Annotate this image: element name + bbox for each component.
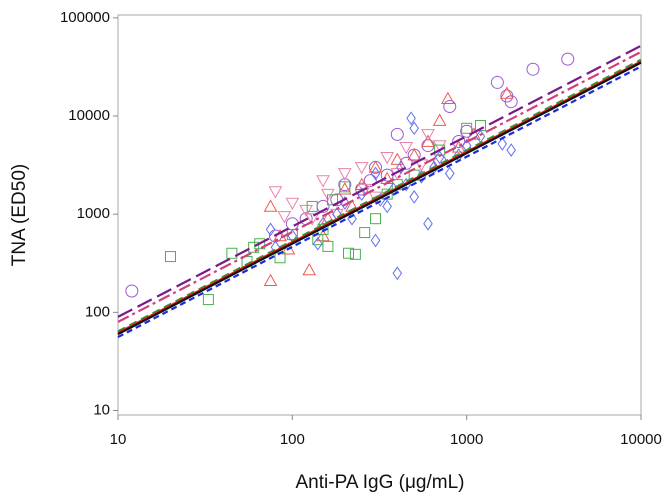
point: [421, 129, 435, 142]
y-tick-label: 100000: [60, 9, 110, 26]
y-axis-label: TNA (ED50): [9, 164, 30, 266]
point: [390, 152, 405, 165]
y-tick-label: 10000: [68, 107, 110, 124]
point: [302, 262, 317, 276]
point: [354, 162, 369, 175]
point: [327, 194, 339, 206]
fit-line: [117, 61, 642, 336]
point: [409, 190, 419, 204]
point: [312, 236, 323, 251]
point: [392, 266, 403, 281]
point: [263, 273, 278, 287]
point: [359, 227, 371, 239]
point: [349, 248, 361, 260]
point: [263, 199, 278, 212]
point: [281, 242, 296, 255]
point: [382, 199, 392, 214]
point: [390, 127, 404, 141]
point: [337, 182, 352, 195]
x-axis-label: Anti-PA IgG (μg/mL): [296, 472, 465, 493]
point: [409, 121, 419, 136]
fit-line: [117, 65, 642, 339]
point: [363, 174, 377, 188]
point: [202, 294, 214, 306]
point: [423, 216, 433, 231]
point: [451, 140, 466, 153]
point: [164, 251, 176, 263]
point: [452, 135, 466, 149]
point: [316, 175, 330, 188]
point: [490, 75, 504, 89]
point: [265, 222, 276, 237]
x-tick-label: 100: [280, 431, 305, 448]
point: [497, 137, 508, 151]
x-tick-label: 10: [110, 431, 127, 448]
y-tick-label: 10: [93, 401, 110, 418]
point: [396, 160, 406, 175]
point: [125, 284, 139, 298]
fit-line: [117, 44, 642, 318]
point: [277, 211, 292, 224]
point: [421, 134, 435, 147]
point: [461, 122, 473, 134]
point: [368, 160, 383, 173]
point: [434, 150, 445, 165]
point: [443, 100, 457, 114]
point: [299, 204, 313, 218]
y-tick-label: 1000: [77, 205, 110, 222]
point: [444, 166, 455, 181]
y-tick-label: 100: [85, 303, 110, 320]
point: [322, 240, 334, 252]
point: [499, 86, 514, 99]
x-tick-label: 1000: [450, 431, 483, 448]
point: [226, 247, 238, 259]
point: [526, 62, 540, 76]
point: [318, 216, 328, 231]
point: [370, 213, 382, 225]
point: [432, 113, 447, 126]
point: [432, 140, 447, 153]
point: [285, 197, 300, 211]
x-tick-label: 10000: [620, 431, 662, 448]
point: [460, 124, 474, 138]
point: [254, 238, 266, 250]
point: [370, 233, 381, 248]
point: [337, 168, 352, 181]
point: [506, 143, 516, 157]
point: [306, 200, 318, 212]
point: [343, 247, 355, 259]
point: [339, 181, 351, 193]
point: [441, 91, 455, 105]
point: [248, 241, 260, 253]
fit-line: [117, 58, 642, 333]
point: [399, 142, 414, 155]
point: [370, 166, 381, 181]
point: [305, 213, 320, 226]
plot-frame: [117, 14, 642, 416]
point: [380, 151, 395, 165]
fit-line: [117, 50, 642, 323]
point: [475, 129, 486, 144]
point: [407, 148, 422, 161]
point: [268, 186, 283, 199]
point: [561, 52, 575, 66]
point: [406, 111, 416, 126]
